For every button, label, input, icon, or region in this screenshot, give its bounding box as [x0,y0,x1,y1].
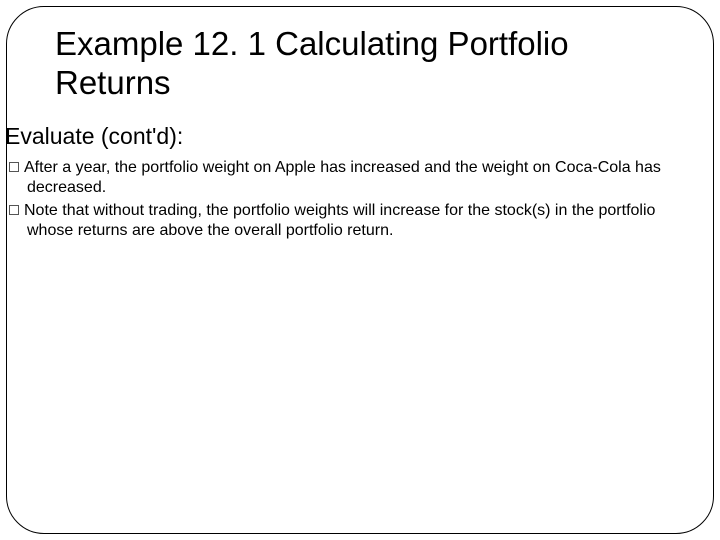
bullet-text: Note that without trading, the portfolio… [24,202,655,239]
bullet-item: Note that without trading, the portfolio… [5,201,709,244]
slide-title: Example 12. 1 Calculating Portfolio Retu… [7,25,713,117]
bullet-text: After a year, the portfolio weight on Ap… [24,159,661,196]
square-bullet-icon [9,205,19,215]
slide-frame: Example 12. 1 Calculating Portfolio Retu… [6,6,714,534]
slide-subtitle: Evaluate (cont'd): [3,117,713,158]
slide-content: After a year, the portfolio weight on Ap… [3,158,713,244]
bullet-item: After a year, the portfolio weight on Ap… [5,158,709,201]
square-bullet-icon [9,162,19,172]
